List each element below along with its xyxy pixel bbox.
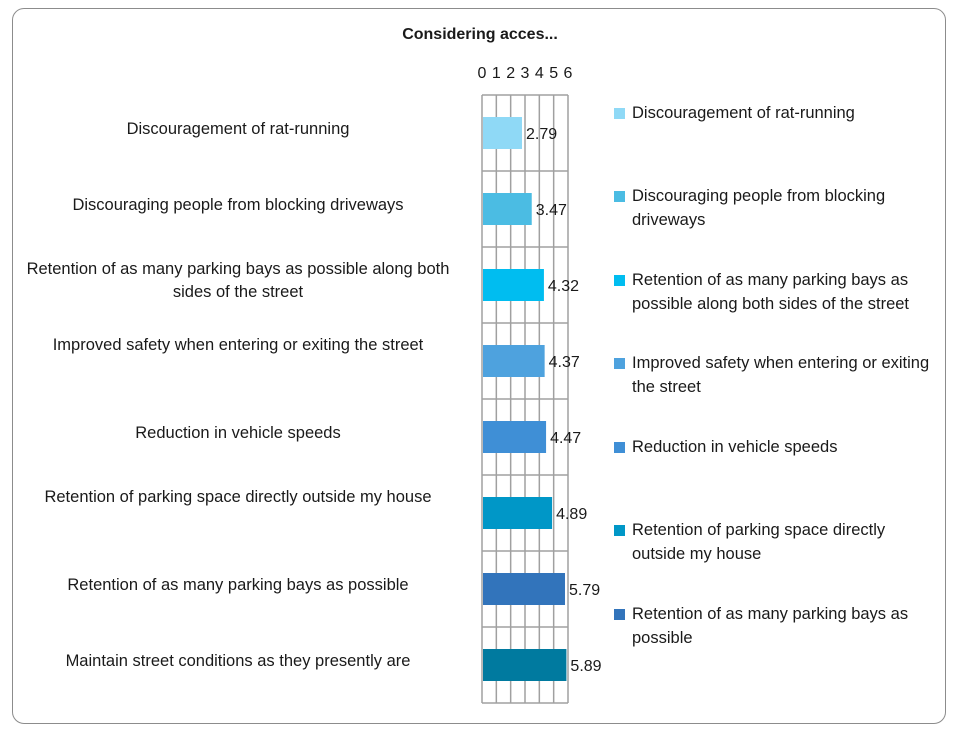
chart-title: Considering acces... bbox=[402, 26, 558, 43]
bar bbox=[483, 421, 547, 453]
legend-label: Improved safety when entering or exiting… bbox=[632, 354, 930, 396]
legend-item: Retention of as many parking bays as pos… bbox=[614, 603, 934, 650]
legend-swatch bbox=[614, 275, 625, 286]
data-label: 4.32 bbox=[548, 278, 579, 295]
x-tick-label: 2 bbox=[506, 65, 515, 82]
data-label: 5.79 bbox=[569, 582, 600, 599]
chart-frame bbox=[12, 8, 946, 724]
x-tick-label: 3 bbox=[521, 65, 530, 82]
legend-swatch bbox=[614, 108, 625, 119]
legend-item: Discouraging people from blocking drivew… bbox=[614, 185, 934, 232]
legend-label: Reduction in vehicle speeds bbox=[632, 438, 838, 456]
legend-item: Discouragement of rat-running bbox=[614, 102, 934, 126]
category-label: Retention of parking space directly outs… bbox=[44, 488, 432, 506]
legend-label: Retention of as many parking bays as pos… bbox=[632, 605, 909, 647]
x-tick-label: 1 bbox=[492, 65, 501, 82]
category-label: Retention of as many parking bays as pos… bbox=[67, 575, 409, 594]
data-label: 4.37 bbox=[549, 354, 580, 371]
x-tick-label: 5 bbox=[549, 65, 558, 82]
legend-item: Improved safety when entering or exiting… bbox=[614, 352, 934, 399]
legend-label: Retention of as many parking bays as pos… bbox=[632, 271, 910, 313]
data-label: 4.47 bbox=[550, 430, 581, 447]
bar bbox=[483, 117, 522, 149]
category-label: Retention of as many parking bays as pos… bbox=[26, 260, 450, 301]
bar bbox=[483, 573, 565, 605]
legend-item: Retention of as many parking bays as pos… bbox=[614, 269, 934, 316]
data-label: 3.47 bbox=[536, 202, 567, 219]
bar bbox=[483, 649, 567, 681]
legend-item: Retention of parking space directly outs… bbox=[614, 519, 934, 566]
legend-swatch bbox=[614, 525, 625, 536]
legend-swatch bbox=[614, 358, 625, 369]
legend-label: Discouragement of rat-running bbox=[632, 104, 855, 122]
category-label: Discouragement of rat-running bbox=[126, 119, 350, 138]
legend-item: Reduction in vehicle speeds bbox=[614, 436, 934, 460]
bar bbox=[483, 193, 532, 225]
legend-swatch bbox=[614, 442, 625, 453]
legend-label: Discouraging people from blocking drivew… bbox=[632, 187, 886, 229]
category-label: Reduction in vehicle speeds bbox=[135, 423, 341, 442]
category-label: Discouraging people from blocking drivew… bbox=[72, 195, 404, 214]
legend-label: Retention of parking space directly outs… bbox=[632, 521, 886, 563]
bar bbox=[483, 497, 553, 529]
x-tick-label: 6 bbox=[564, 65, 573, 82]
x-tick-label: 4 bbox=[535, 65, 544, 82]
bar bbox=[483, 269, 544, 301]
x-tick-label: 0 bbox=[478, 65, 487, 82]
data-label: 5.89 bbox=[570, 658, 601, 675]
bar bbox=[483, 345, 545, 377]
data-label: 2.79 bbox=[526, 126, 557, 143]
category-label: Maintain street conditions as they prese… bbox=[65, 651, 411, 670]
data-label: 4.89 bbox=[556, 506, 587, 523]
legend-swatch bbox=[614, 609, 625, 620]
legend-swatch bbox=[614, 191, 625, 202]
category-label: Improved safety when entering or exiting… bbox=[52, 336, 424, 354]
